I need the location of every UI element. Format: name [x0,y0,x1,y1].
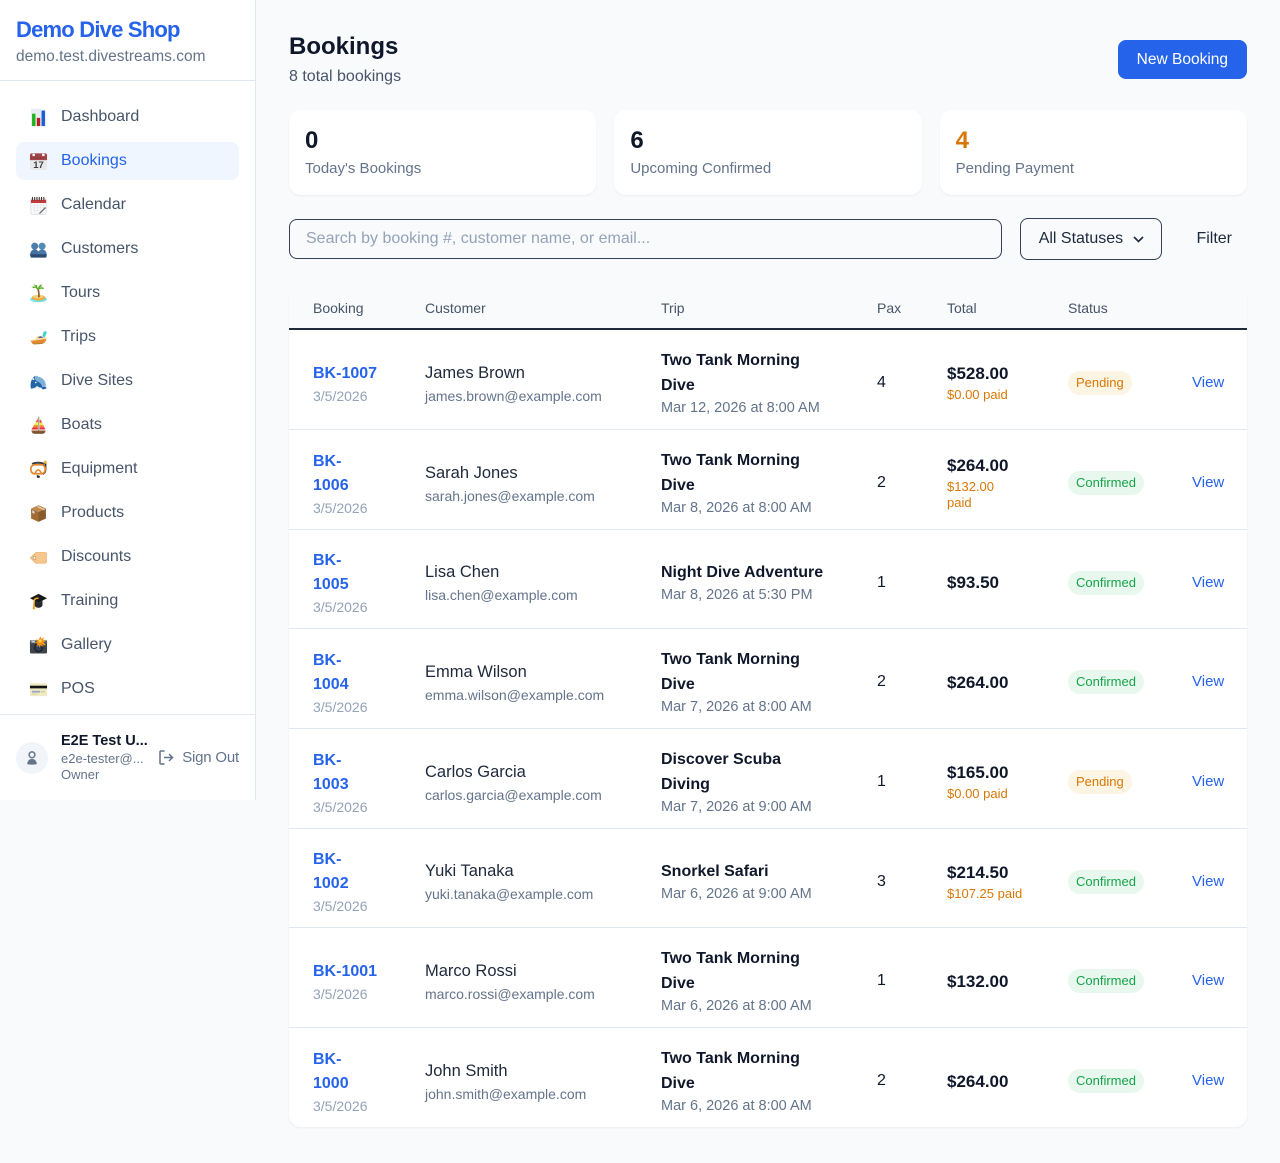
svg-text:17: 17 [33,159,44,170]
